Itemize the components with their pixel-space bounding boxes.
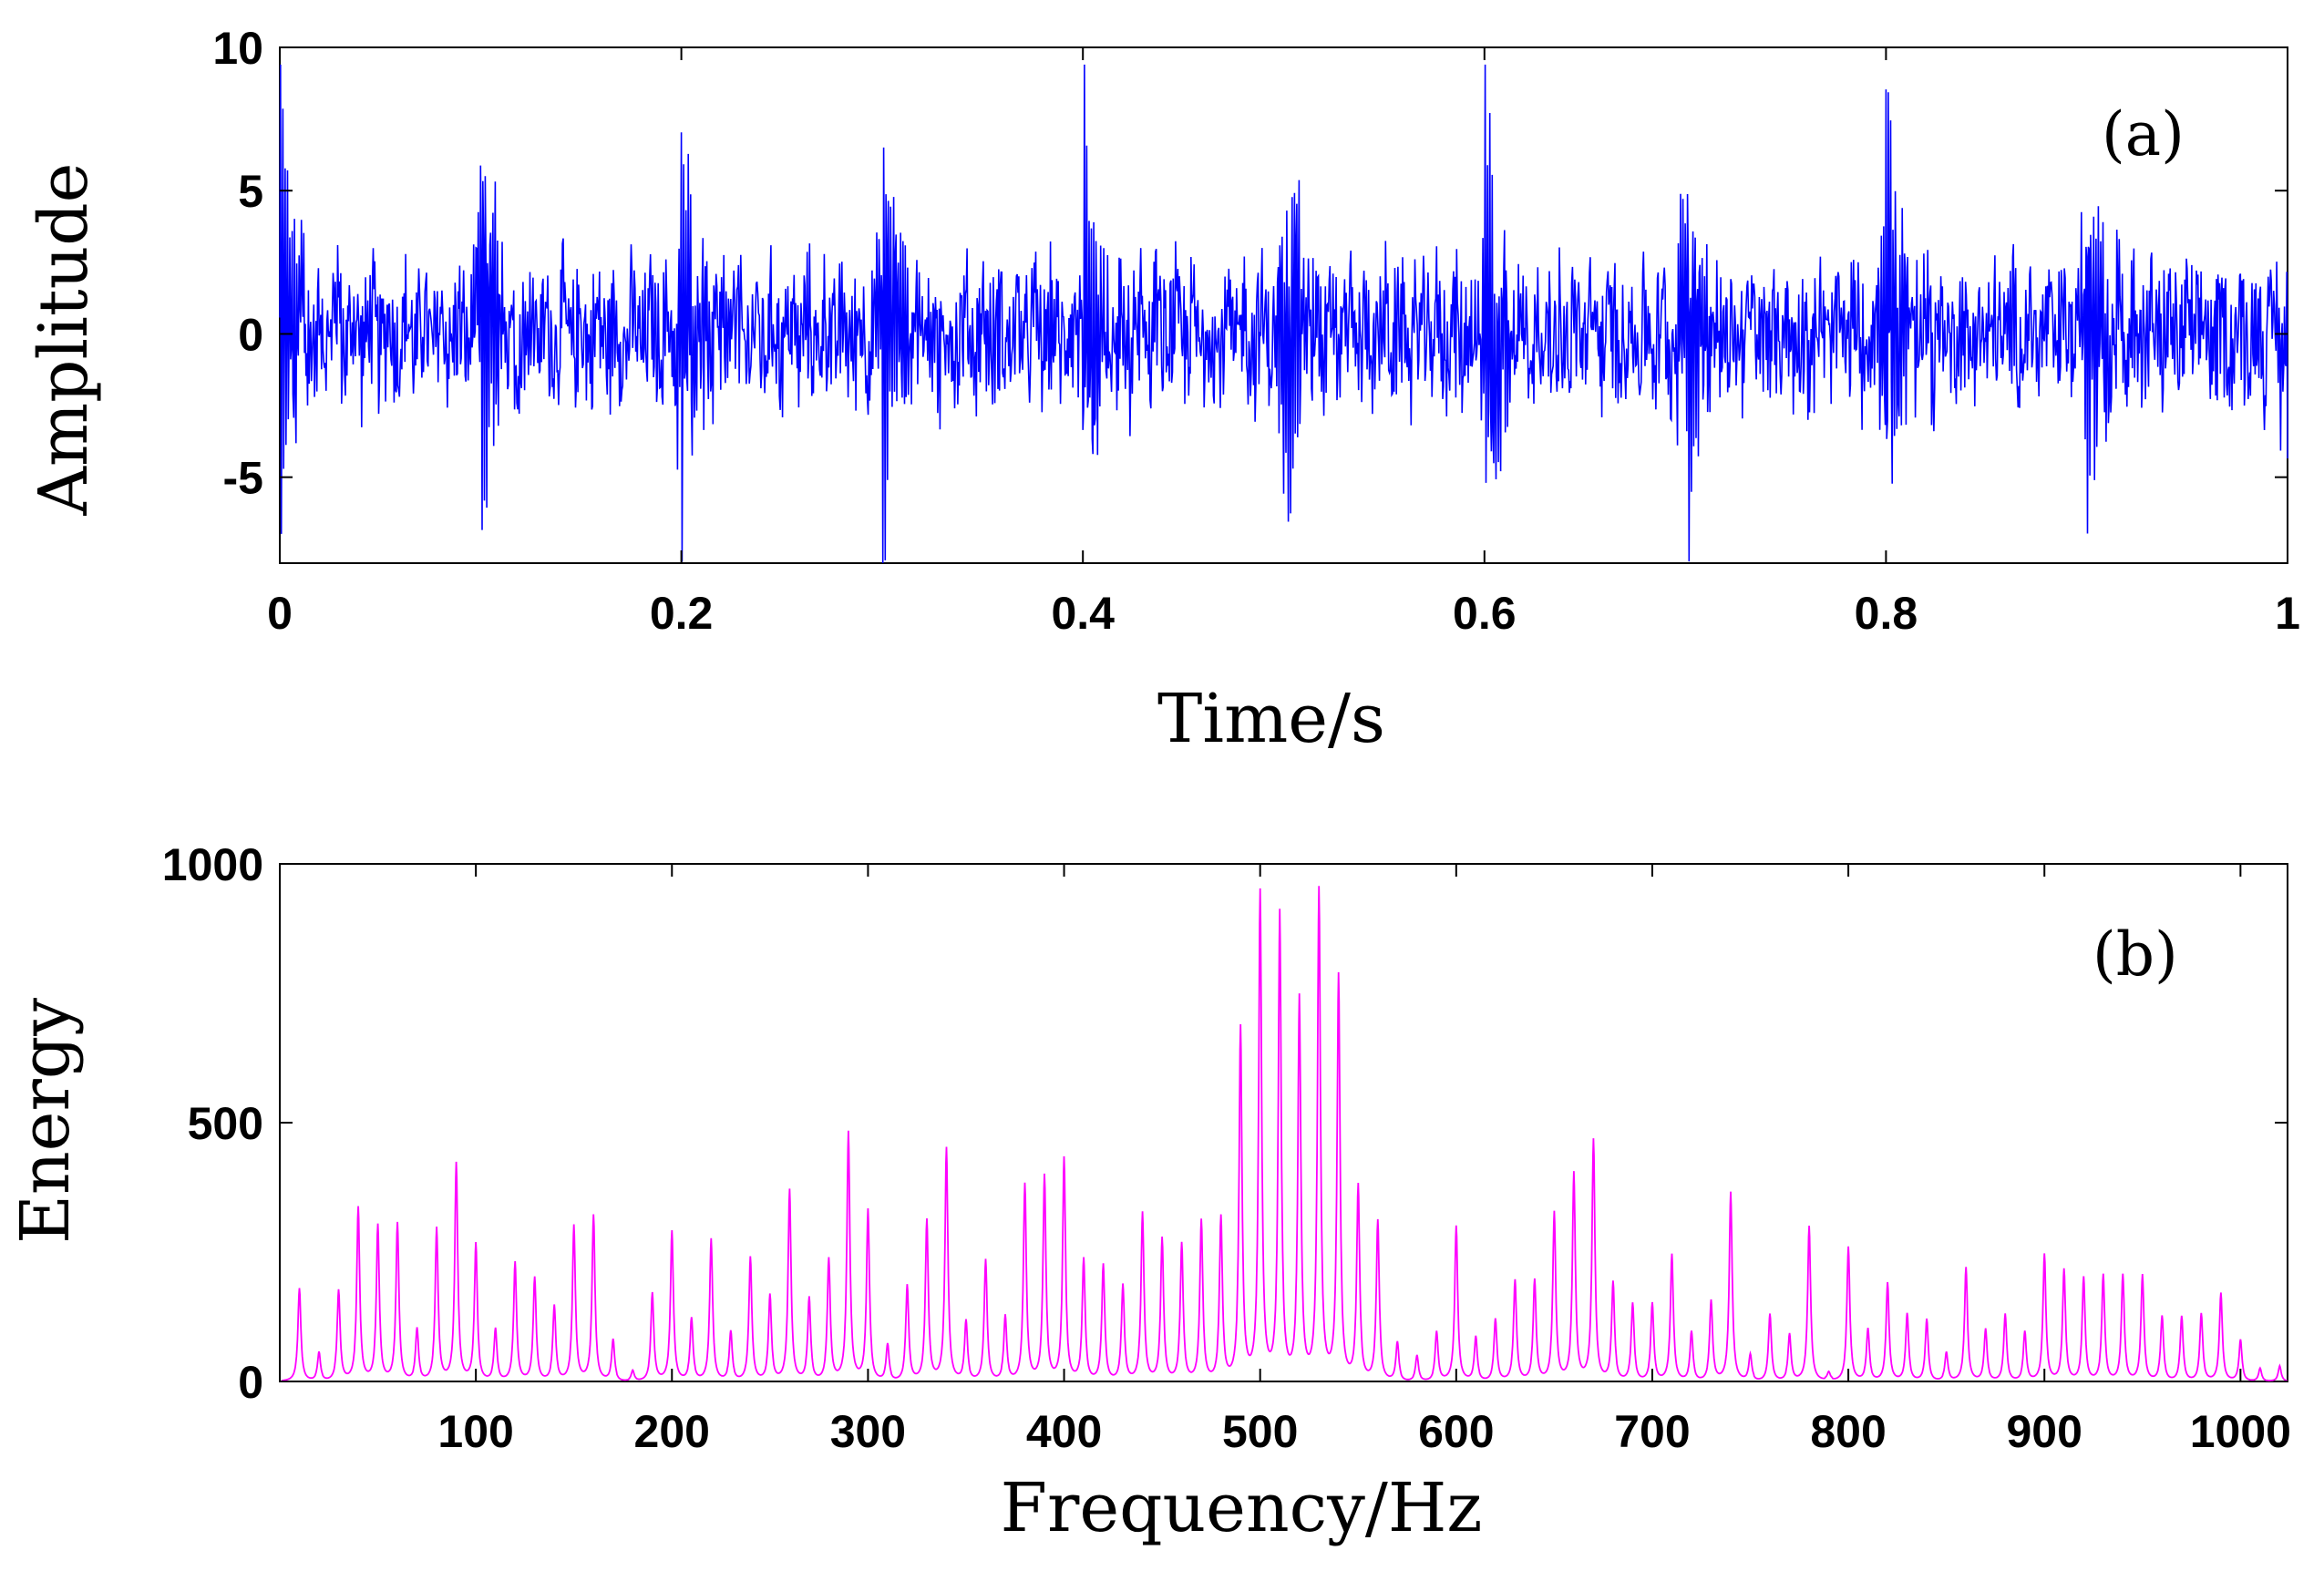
chart-a-x-tick-label: 0.2 (650, 588, 714, 639)
chart-b-x-tick-label: 200 (634, 1406, 710, 1457)
chart-a-x-tick-label: 0.8 (1855, 588, 1918, 639)
chart-b-x-tick-label: 500 (1222, 1406, 1298, 1457)
chart-a-x-ticks: 0 0.2 0.4 0.6 0.8 1 (267, 47, 2300, 639)
chart-a-x-tick-label: 0 (267, 588, 293, 639)
chart-b-y-ticks: 1000 500 0 (162, 839, 2288, 1408)
chart-b-y-tick-label: 0 (238, 1357, 263, 1408)
chart-b-x-tick-label: 300 (830, 1406, 906, 1457)
chart-b-y-axis-label: Energy (6, 998, 85, 1244)
chart-b-spectrum-trace (282, 886, 2288, 1382)
chart-a-series-line (279, 64, 2288, 564)
chart-b-x-ticks: 100 200 300 400 500 600 700 800 900 1000 (437, 864, 2291, 1457)
chart-b-y-tick-label: 1000 (162, 839, 263, 890)
chart-b-x-tick-label: 700 (1614, 1406, 1690, 1457)
chart-a-y-ticks: 10 5 0 -5 (212, 23, 2288, 504)
chart-b-panel-label: (b) (2093, 919, 2178, 990)
chart-b-x-tick-label: 800 (1810, 1406, 1886, 1457)
chart-b-x-tick-label: 100 (437, 1406, 513, 1457)
chart-b-x-tick-label: 400 (1026, 1406, 1102, 1457)
chart-a-x-tick-label: 0.4 (1051, 588, 1115, 639)
chart-a-x-tick-label: 0.6 (1453, 588, 1517, 639)
chart-b-x-tick-label: 1000 (2190, 1406, 2291, 1457)
chart-b-x-tick-label: 600 (1418, 1406, 1494, 1457)
chart-a-y-tick-label: -5 (223, 453, 263, 504)
chart-a-panel-label: (a) (2102, 99, 2185, 169)
chart-a: 0 0.2 0.4 0.6 0.8 1 10 5 0 -5 (a) Time/s Amplitu… (25, 23, 2300, 758)
chart-a-y-tick-label: 10 (212, 23, 263, 74)
chart-b: 100 200 300 400 500 600 700 800 900 1000 1000 500 0… (6, 839, 2291, 1547)
chart-a-y-tick-label: 0 (238, 309, 263, 360)
chart-b-y-tick-label: 500 (188, 1098, 263, 1149)
chart-a-y-axis-label: Amplitude (25, 163, 103, 517)
chart-a-signal-trace (279, 64, 2288, 564)
chart-b-x-axis-label: Frequency/Hz (1001, 1469, 1483, 1547)
chart-a-y-tick-label: 5 (238, 166, 263, 217)
chart-a-x-tick-label: 1 (2275, 588, 2300, 639)
chart-a-x-axis-label: Time/s (1157, 680, 1385, 758)
chart-b-series-line (282, 886, 2288, 1382)
chart-b-x-tick-label: 900 (2007, 1406, 2082, 1457)
